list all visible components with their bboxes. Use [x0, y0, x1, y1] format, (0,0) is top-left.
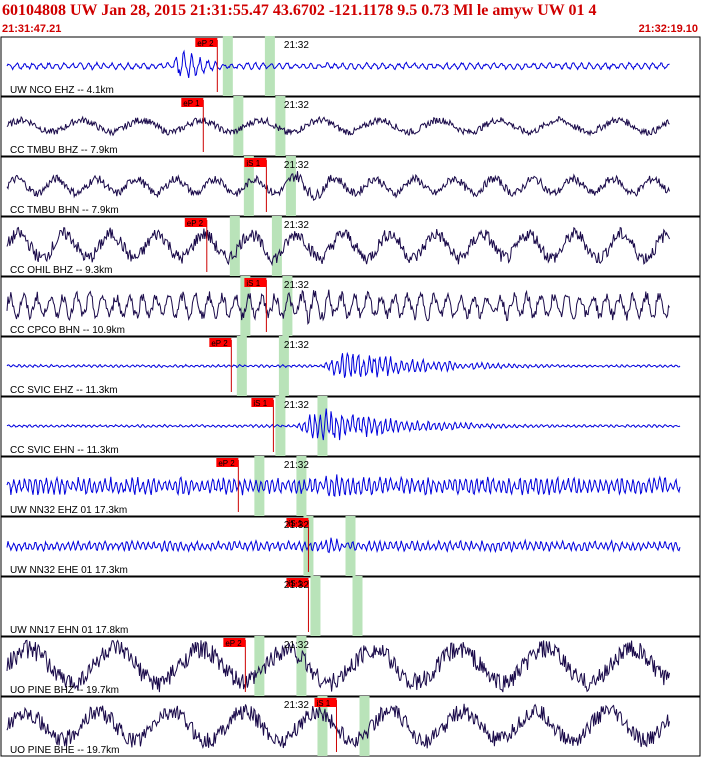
pick-marker [286, 518, 309, 527]
trace-panel-border [0, 216, 701, 277]
pick-label: iS 1 [316, 699, 330, 708]
pick-label: iS 1 [246, 159, 260, 168]
waveform-trace [6, 537, 681, 554]
waveform-trace [6, 49, 670, 78]
s-window-band [352, 576, 363, 636]
station-label: UW NN32 EHZ 01 17.3km [10, 505, 127, 516]
minute-label: 21:32 [284, 640, 309, 651]
p-window-band [233, 96, 244, 156]
pick-label: iS 1 [288, 579, 302, 588]
pick-marker [184, 218, 207, 227]
pick-label: iS 1 [288, 519, 302, 528]
s-window-band [275, 96, 286, 156]
trace-panel-border [0, 396, 701, 457]
minute-label: 21:32 [284, 40, 309, 51]
pick-label: eP 2 [197, 39, 214, 48]
pick-marker [216, 458, 239, 467]
s-window-band [317, 396, 328, 456]
trace-panel-border [0, 156, 701, 217]
waveform-trace [6, 226, 670, 267]
pick-label: eP 2 [211, 339, 228, 348]
pick-label: eP 2 [218, 459, 235, 468]
station-label: UO PINE BHZ -- 19.7km [10, 685, 119, 696]
s-window-band [282, 276, 293, 336]
pick-label: eP 1 [183, 99, 200, 108]
s-window-band [285, 156, 296, 216]
end-time: 21:32:19.10 [638, 23, 698, 35]
waveform-trace [6, 639, 670, 693]
trace-panel-border [0, 36, 701, 97]
station-label: CC SVIC EHN -- 11.3km [10, 445, 119, 456]
minute-label: 21:32 [284, 280, 309, 291]
station-label: CC TMBU BHN -- 7.9km [10, 205, 119, 216]
station-label: UW NCO EHZ -- 4.1km [10, 85, 114, 96]
minute-label: 21:32 [284, 100, 309, 111]
trace-panel-border [0, 576, 701, 637]
station-label: UW NN32 EHE 01 17.3km [10, 565, 128, 576]
waveform-trace [6, 171, 670, 202]
trace-panel-border [0, 636, 701, 697]
pick-label: iS 1 [246, 279, 260, 288]
event-title: 60104808 UW Jan 28, 2015 21:31:55.47 43.… [2, 2, 597, 19]
s-window-band [296, 636, 307, 696]
p-window-band [317, 696, 328, 756]
waveform-trace [6, 115, 670, 137]
pick-marker [244, 158, 267, 167]
waveform-trace [6, 474, 681, 497]
minute-label: 21:32 [284, 220, 309, 231]
minute-label: 21:32 [284, 340, 309, 351]
station-label: UO PINE BHE -- 19.7km [10, 745, 119, 756]
minute-label: 21:32 [284, 160, 309, 171]
pick-label: eP 2 [187, 219, 204, 228]
pick-label: eP 2 [225, 639, 242, 648]
station-label: CC TMBU BHZ -- 7.9km [10, 145, 118, 156]
s-window-band [296, 456, 307, 516]
minute-label: 21:32 [284, 400, 309, 411]
trace-panel-border [0, 96, 701, 157]
header: 60104808 UW Jan 28, 2015 21:31:55.47 43.… [0, 0, 701, 36]
minute-label: 21:32 [284, 580, 309, 591]
minute-label: 21:32 [284, 520, 309, 531]
waveform-trace [6, 289, 670, 325]
pick-marker [314, 698, 337, 707]
pick-marker [223, 638, 246, 647]
station-label: CC SVIC EHZ -- 11.3km [10, 385, 118, 396]
start-time: 21:31:47.21 [2, 23, 62, 35]
p-window-band [222, 36, 233, 96]
p-window-band [254, 636, 265, 696]
pick-marker [195, 38, 218, 47]
waveform-trace [6, 408, 681, 441]
minute-label: 21:32 [284, 460, 309, 471]
s-window-band [271, 216, 282, 276]
p-window-band [310, 576, 321, 636]
p-window-band [243, 156, 254, 216]
station-label: CC OHIL BHZ -- 9.3km [10, 265, 112, 276]
s-window-band [359, 696, 370, 756]
pick-marker [251, 398, 274, 407]
pick-marker [209, 338, 232, 347]
waveform-trace [6, 351, 681, 378]
p-window-band [254, 456, 265, 516]
seismogram-plot[interactable]: eP 2 21:32 UW NCO EHZ -- 4.1km eP 1 21:32 CC … [0, 36, 701, 758]
pick-label: iS 1 [253, 399, 267, 408]
waveform-trace [6, 703, 670, 750]
station-label: CC CPCO BHN -- 10.9km [10, 325, 125, 336]
minute-label: 21:32 [284, 700, 309, 711]
pick-marker [286, 578, 309, 587]
pick-marker [181, 98, 204, 107]
p-window-band [229, 216, 240, 276]
p-window-band [275, 396, 286, 456]
trace-panel-border [0, 336, 701, 397]
trace-panel-border [0, 276, 701, 337]
s-window-band [345, 516, 356, 576]
station-label: UW NN17 EHN 01 17.8km [10, 625, 128, 636]
pick-marker [244, 278, 267, 287]
p-window-band [240, 276, 251, 336]
trace-panel-border [0, 696, 701, 757]
